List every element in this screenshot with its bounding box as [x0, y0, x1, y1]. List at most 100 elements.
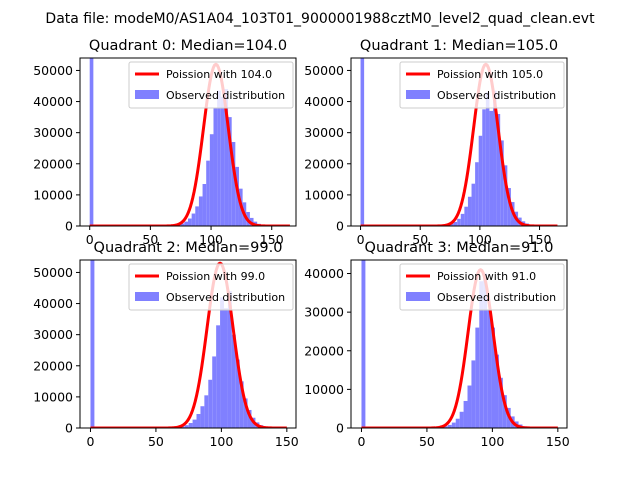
x-tick-label: 50 [419, 434, 435, 449]
histogram-bar [489, 110, 494, 226]
axes-frame [350, 259, 568, 429]
histogram-bar [502, 395, 507, 428]
histogram-bar [491, 327, 495, 428]
histogram-bar [180, 426, 185, 428]
x-tick-label: 0 [357, 232, 365, 247]
histogram-bar [464, 206, 468, 226]
y-tick-label: 0 [65, 421, 73, 436]
suptitle: Data file: modeM0/AS1A04_103T01_90000019… [45, 11, 595, 27]
histogram-bar [463, 400, 468, 428]
x-tick-label: 50 [142, 232, 158, 247]
y-tick-label: 20000 [304, 156, 344, 171]
histogram-bar [231, 142, 236, 226]
histogram-bar [188, 218, 192, 226]
x-tick-label: 150 [546, 434, 570, 449]
histogram-bar [450, 223, 454, 226]
legend-box [399, 263, 565, 311]
plot-area [360, 58, 558, 226]
histogram-bar [507, 188, 511, 226]
histogram-bar [453, 221, 458, 226]
y-tick-label: 50000 [33, 265, 73, 280]
x-tick-label: 0 [86, 434, 94, 449]
histogram-bar [479, 281, 484, 428]
histogram-bar [235, 166, 239, 226]
legend-poisson-label: Poission with 105.0 [437, 68, 543, 81]
histogram-bar [220, 96, 225, 226]
legend-poisson-label: Poission with 104.0 [166, 68, 272, 81]
y-tick-label: 50000 [304, 63, 344, 78]
zero-count-spike-bar [90, 260, 95, 428]
histogram-bar [224, 89, 229, 226]
x-tick-label: 150 [275, 434, 299, 449]
histogram-bar [247, 409, 252, 428]
x-tick-label: 50 [148, 434, 164, 449]
chart-title: Quadrant 2: Median=99.0 [94, 240, 283, 256]
y-tick-label: 40000 [33, 94, 73, 109]
legend-hist-swatch [135, 90, 159, 99]
legend: Poission with 99.0 Observed distribution [128, 263, 294, 311]
quadrant-0-chart: 0 50 100 150 0 10000 20000 30000 40000 50000 Quadr… [33, 38, 297, 247]
histogram-bar [220, 297, 224, 428]
poisson-curve [90, 261, 288, 428]
quadrant-3-chart: 0 50 100 150 0 10000 20000 30000 40000 Quadrant 3… [304, 240, 570, 449]
y-tick-label: 20000 [33, 156, 73, 171]
legend: Poission with 105.0 Observed distribution [399, 61, 565, 109]
histogram-bar [235, 359, 240, 428]
quadrant-2-chart: 0 50 100 150 0 10000 20000 30000 40000 50000 Quadr… [33, 240, 299, 449]
legend-poisson-label: Poission with 91.0 [437, 270, 536, 283]
histogram-bar [447, 424, 452, 428]
plot-area [90, 260, 288, 428]
chart-title: Quadrant 0: Median=104.0 [89, 38, 287, 54]
histogram-bar [451, 422, 456, 428]
histogram-bar [467, 385, 472, 428]
histogram-bar [191, 213, 196, 226]
histogram-bar [196, 414, 201, 428]
histogram-bar [485, 92, 490, 226]
x-tick-label: 150 [528, 232, 552, 247]
histogram-bar [243, 398, 248, 428]
legend-hist-label: Observed distribution [166, 89, 285, 102]
histogram-bar [503, 165, 508, 226]
legend-hist-swatch [406, 90, 430, 99]
zero-count-spike-bar [89, 58, 94, 226]
y-tick-label: 40000 [304, 266, 344, 281]
y-tick-label: 30000 [33, 125, 73, 140]
histogram-bar [217, 90, 221, 226]
x-tick-label: 100 [209, 434, 233, 449]
histogram-bar [459, 411, 464, 428]
histogram-bar [195, 206, 199, 226]
y-tick-label: 0 [336, 219, 344, 234]
x-tick-label: 0 [357, 434, 365, 449]
histogram-bar [198, 196, 203, 226]
histogram-bar [204, 395, 209, 428]
y-tick-label: 30000 [304, 305, 344, 320]
histogram-bar [483, 273, 488, 428]
x-tick-label: 100 [480, 434, 504, 449]
histogram-bar [228, 117, 232, 226]
y-tick-label: 10000 [304, 382, 344, 397]
y-tick-label: 30000 [304, 125, 344, 140]
histogram-bar [209, 134, 214, 226]
legend-hist-label: Observed distribution [166, 291, 285, 304]
x-tick-label: 100 [199, 232, 223, 247]
axes-frame [79, 57, 297, 227]
histogram-bar [202, 184, 207, 226]
histogram-bar [482, 109, 486, 226]
histogram-bar [471, 360, 476, 428]
legend-box [128, 61, 294, 109]
y-tick-label: 10000 [33, 187, 73, 202]
y-tick-label: 40000 [33, 296, 73, 311]
plot-area [89, 58, 291, 226]
histogram-bar [443, 426, 448, 428]
axes-frame [350, 57, 568, 227]
histogram-bar [224, 308, 228, 428]
legend: Poission with 91.0 Observed distribution [399, 263, 565, 311]
x-tick-label: 50 [412, 232, 428, 247]
histogram-bar [496, 114, 501, 226]
zero-count-spike-bar [361, 260, 366, 428]
zero-count-spike-bar [360, 58, 365, 226]
histogram-bar [493, 90, 497, 226]
legend-hist-swatch [135, 292, 159, 301]
legend-hist-label: Observed distribution [437, 291, 556, 304]
